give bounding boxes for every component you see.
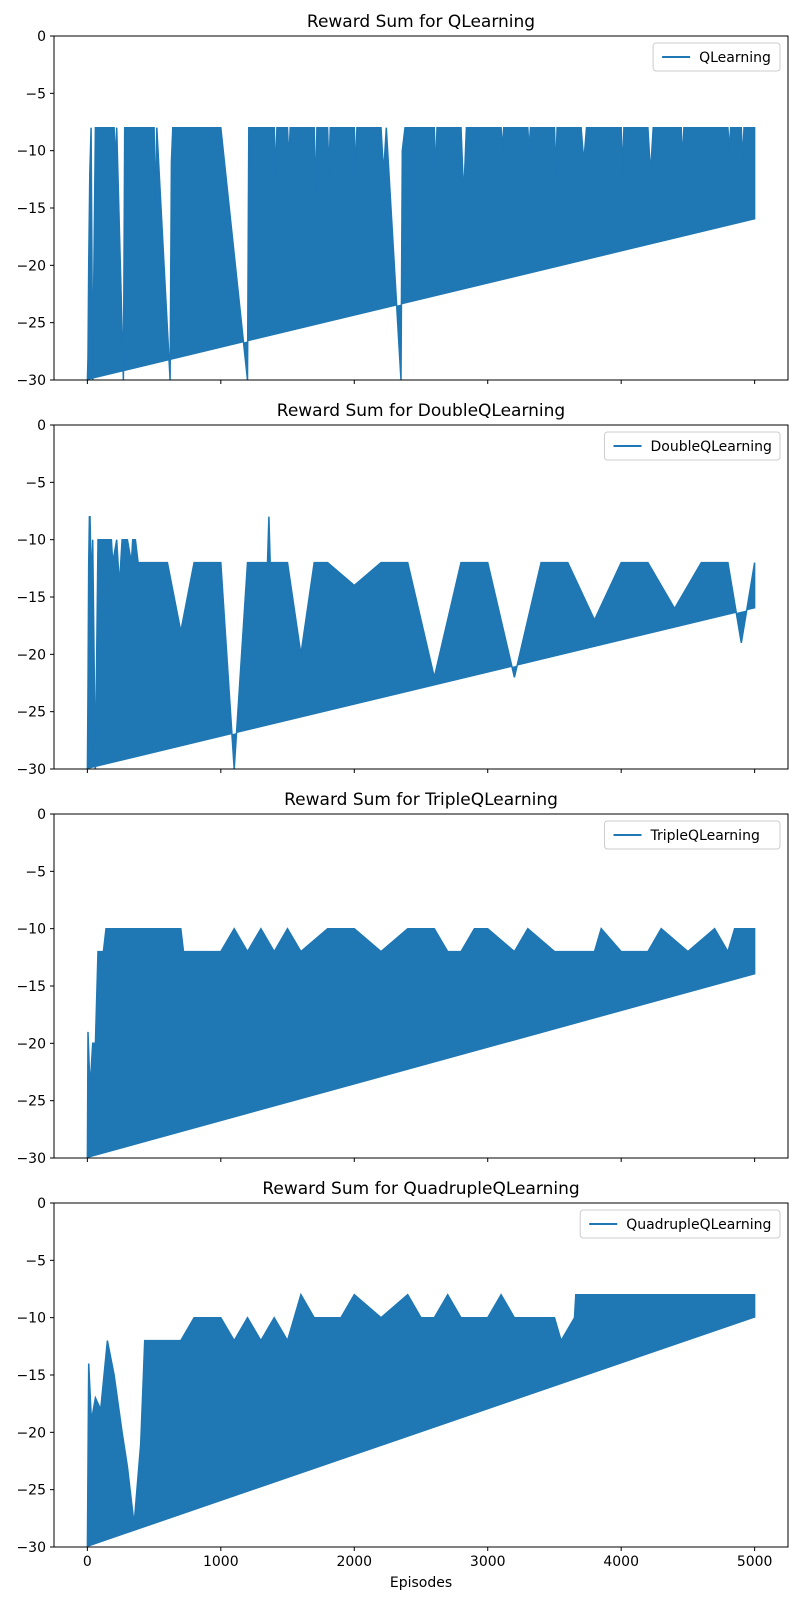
legend-box [604, 431, 781, 461]
legend-label: QuadrupleQLearning [626, 1217, 771, 1233]
x-axis-label: Episodes [390, 1575, 452, 1591]
series-line-1 [86, 1292, 756, 1547]
x-tick-label: 1000 [203, 1554, 239, 1570]
x-tick-label: 2000 [336, 1554, 372, 1570]
y-tick-label: −30 [16, 373, 46, 389]
x-tick-label: 0 [83, 1554, 92, 1570]
y-tick-label: −20 [16, 258, 46, 274]
y-tick-label: −10 [16, 1311, 46, 1327]
series-line-1 [86, 515, 756, 769]
y-tick-label: 0 [37, 418, 46, 434]
legend-label: DoubleQLearning [651, 439, 772, 455]
y-tick-label: −20 [16, 1036, 46, 1052]
y-tick-label: −10 [16, 144, 46, 160]
y-tick-label: −5 [25, 1253, 46, 1269]
y-tick-label: −15 [16, 1368, 46, 1384]
legend-label: QLearning [699, 50, 771, 66]
series-line-1 [86, 927, 756, 1158]
y-tick-label: −5 [25, 864, 46, 880]
y-tick-label: −5 [25, 475, 46, 491]
y-tick-label: 0 [37, 807, 46, 823]
y-tick-label: −20 [16, 1425, 46, 1441]
x-tick-label: 5000 [737, 1554, 773, 1570]
y-tick-label: −25 [16, 316, 46, 332]
subplot-4: Reward Sum for QuadrupleQLearning 0 −5 −10 −… [16, 1179, 789, 1591]
y-tick-label: −20 [16, 647, 46, 663]
y-tick-label: −25 [16, 705, 46, 721]
plot-title: Reward Sum for DoubleQLearning [277, 401, 565, 421]
legend-box [652, 42, 781, 72]
y-tick-label: −25 [16, 1094, 46, 1110]
y-tick-label: −30 [16, 762, 46, 778]
legend: DoubleQLearning [604, 431, 781, 461]
y-tick-label: −10 [16, 922, 46, 938]
plot-title: Reward Sum for QLearning [307, 12, 535, 32]
legend-box [604, 820, 781, 850]
y-tick-label: −15 [16, 201, 46, 217]
legend-box [579, 1209, 781, 1239]
y-tick-label: 0 [37, 1196, 46, 1212]
plot-title: Reward Sum for QuadrupleQLearning [262, 1179, 579, 1199]
y-tick-label: −10 [16, 533, 46, 549]
x-tick-label: 4000 [603, 1554, 639, 1570]
y-tick-label: −5 [25, 86, 46, 102]
y-tick-label: −30 [16, 1151, 46, 1167]
subplot-1: Reward Sum for QLearning 0 −5 −10 −15 −20 −25 −… [16, 12, 789, 389]
y-tick-label: −30 [16, 1540, 46, 1556]
legend: QLearning [652, 42, 781, 72]
y-tick-label: −15 [16, 979, 46, 995]
legend: TripleQLearning [604, 820, 781, 850]
subplot-2: Reward Sum for DoubleQLearning 0 −5 −10 −15 −… [16, 401, 789, 778]
legend: QuadrupleQLearning [579, 1209, 781, 1239]
y-tick-label: −15 [16, 590, 46, 606]
legend-label: TripleQLearning [650, 828, 760, 844]
series-line-1 [86, 126, 756, 380]
subplot-panels: Reward Sum for QLearning 0 −5 −10 −15 −20 −25 −… [16, 12, 789, 1591]
y-tick-label: 0 [37, 29, 46, 45]
x-tick-label: 3000 [470, 1554, 506, 1570]
plot-title: Reward Sum for TripleQLearning [284, 790, 558, 810]
subplot-3: Reward Sum for TripleQLearning 0 −5 −10 −15 −… [16, 790, 789, 1167]
y-tick-label: −25 [16, 1483, 46, 1499]
